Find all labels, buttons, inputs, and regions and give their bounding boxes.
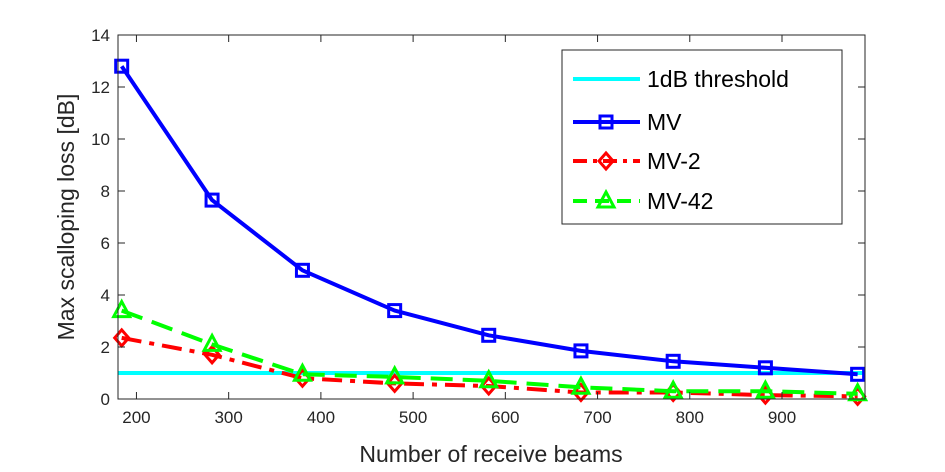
data-point (754, 379, 776, 399)
y-tick-label: 6 (101, 234, 110, 253)
y-tick-label: 14 (91, 26, 110, 45)
x-axis-label: Number of receive beams (359, 441, 622, 467)
legend-label: MV-2 (647, 148, 701, 174)
series-line (120, 308, 858, 396)
y-tick-label: 0 (101, 390, 110, 409)
legend-label: 1dB threshold (647, 66, 789, 92)
series-1 (114, 58, 866, 382)
y-tick-label: 4 (101, 286, 110, 305)
data-point (478, 368, 500, 389)
data-point (665, 353, 681, 369)
legend-item-0: 1dB threshold (573, 66, 789, 92)
legend-marker (595, 188, 617, 209)
legend-marker (597, 150, 615, 172)
legend-label: MV-42 (647, 188, 713, 214)
x-tick-label: 400 (307, 408, 335, 427)
x-tick-label: 800 (676, 408, 704, 427)
legend-label: MV (647, 109, 682, 135)
data-point (662, 379, 684, 399)
legend: 1dB threshold MV MV-2 MV-42 (561, 49, 843, 225)
data-point (385, 373, 404, 394)
x-tick-label: 500 (399, 408, 427, 427)
data-point (481, 327, 497, 343)
data-point (850, 366, 866, 382)
data-point (114, 58, 130, 74)
y-tick-label: 2 (101, 338, 110, 357)
series-line (120, 65, 858, 377)
axes-layer (117, 34, 866, 400)
data-point (573, 343, 589, 359)
y-axis-label: Max scalloping loss [dB] (53, 94, 79, 341)
legend-item-1: MV (573, 109, 682, 135)
legend-item-3: MV-42 (573, 188, 713, 214)
x-tick-label: 900 (768, 408, 796, 427)
data-point (112, 327, 131, 349)
y-tick-label: 8 (101, 182, 110, 201)
x-tick-label: 200 (122, 408, 150, 427)
x-tick-label: 700 (583, 408, 611, 427)
legend-item-2: MV-2 (573, 148, 701, 174)
x-tick-label: 600 (491, 408, 519, 427)
data-point (204, 192, 220, 208)
data-point (384, 364, 406, 385)
data-point (201, 332, 223, 352)
data-point (570, 375, 592, 395)
data-point (757, 360, 773, 376)
data-point (203, 344, 222, 366)
series-3 (111, 298, 869, 402)
y-tick-label: 10 (91, 130, 110, 149)
legend-items: 1dB threshold MV MV-2 MV-42 (573, 66, 789, 214)
x-tick-label: 300 (214, 408, 242, 427)
y-tick-label: 12 (91, 78, 110, 97)
legend-marker (598, 114, 614, 130)
series-layer (111, 58, 869, 407)
ticks-layer: 200 300 400 500 600 700 800 900 0 2 4 6 8 10 12 14 (91, 26, 865, 427)
plot-frame (117, 34, 866, 400)
data-point (847, 381, 869, 402)
data-point (387, 303, 403, 319)
data-point (294, 262, 310, 278)
data-point (291, 362, 313, 382)
